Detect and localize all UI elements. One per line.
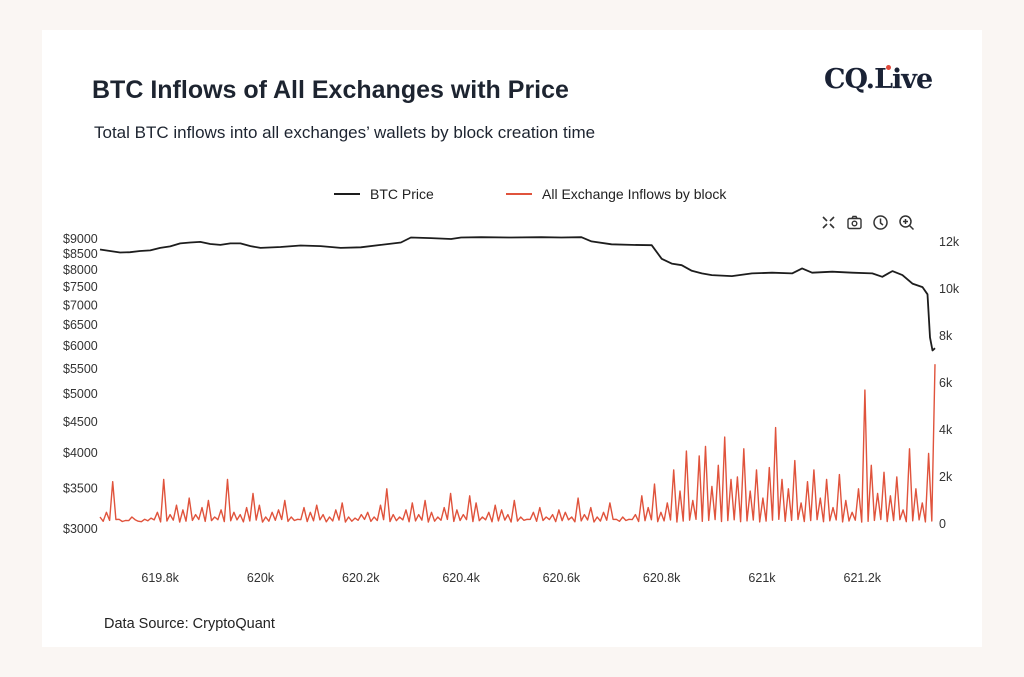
- x-tick-label: 621.2k: [844, 571, 882, 585]
- y-left-tick-label: $9000: [63, 232, 98, 246]
- x-tick-label: 620.2k: [342, 571, 380, 585]
- y-right-tick-label: 10k: [939, 282, 960, 296]
- camera-icon[interactable]: [846, 214, 863, 231]
- chart-subtitle: Total BTC inflows into all exchanges’ wa…: [94, 123, 596, 142]
- legend-label: All Exchange Inflows by block: [542, 186, 727, 202]
- y-right-tick-label: 4k: [939, 423, 953, 437]
- legend-swatch: [506, 193, 532, 195]
- y-left-tick-label: $5500: [63, 362, 98, 376]
- clock-icon[interactable]: [872, 214, 889, 231]
- chart-title: BTC Inflows of All Exchanges with Price: [92, 76, 569, 104]
- y-left-tick-label: $7500: [63, 280, 98, 294]
- x-tick-label: 620k: [247, 571, 275, 585]
- y-left-tick-label: $8000: [63, 263, 98, 277]
- y-right-tick-label: 12k: [939, 235, 960, 249]
- y-right-tick-label: 8k: [939, 329, 953, 343]
- x-tick-label: 619.8k: [141, 571, 179, 585]
- x-tick-label: 620.4k: [442, 571, 480, 585]
- y-left-tick-label: $4500: [63, 415, 98, 429]
- chart-card: [42, 30, 982, 647]
- x-tick-label: 621k: [748, 571, 776, 585]
- chart-toolbar: [820, 214, 915, 231]
- legend-item-btc-price[interactable]: BTC Price: [334, 186, 434, 202]
- legend-label: BTC Price: [370, 186, 434, 202]
- y-right-tick-label: 2k: [939, 470, 953, 484]
- y-right-tick-label: 0: [939, 517, 946, 531]
- x-tick-label: 620.8k: [643, 571, 681, 585]
- y-left-tick-label: $3000: [63, 522, 98, 536]
- x-tick-label: 620.6k: [543, 571, 581, 585]
- fullscreen-icon[interactable]: [820, 214, 837, 231]
- data-source: Data Source: CryptoQuant: [104, 616, 275, 632]
- y-left-tick-label: $4000: [63, 446, 98, 460]
- y-left-tick-label: $5000: [63, 387, 98, 401]
- legend-swatch: [334, 193, 360, 195]
- zoom-in-icon[interactable]: [898, 214, 915, 231]
- y-left-tick-label: $6500: [63, 318, 98, 332]
- inflow-series-line: [99, 364, 936, 523]
- y-left-tick-label: $7000: [63, 298, 98, 312]
- y-right-tick-label: 6k: [939, 376, 953, 390]
- y-left-tick-label: $6000: [63, 339, 98, 353]
- y-left-tick-label: $8500: [63, 247, 98, 261]
- cq-live-logo: CQ.Live: [824, 64, 933, 95]
- y-left-tick-label: $3500: [63, 481, 98, 495]
- price-series-line: [99, 236, 936, 352]
- legend-item-inflows[interactable]: All Exchange Inflows by block: [506, 186, 726, 202]
